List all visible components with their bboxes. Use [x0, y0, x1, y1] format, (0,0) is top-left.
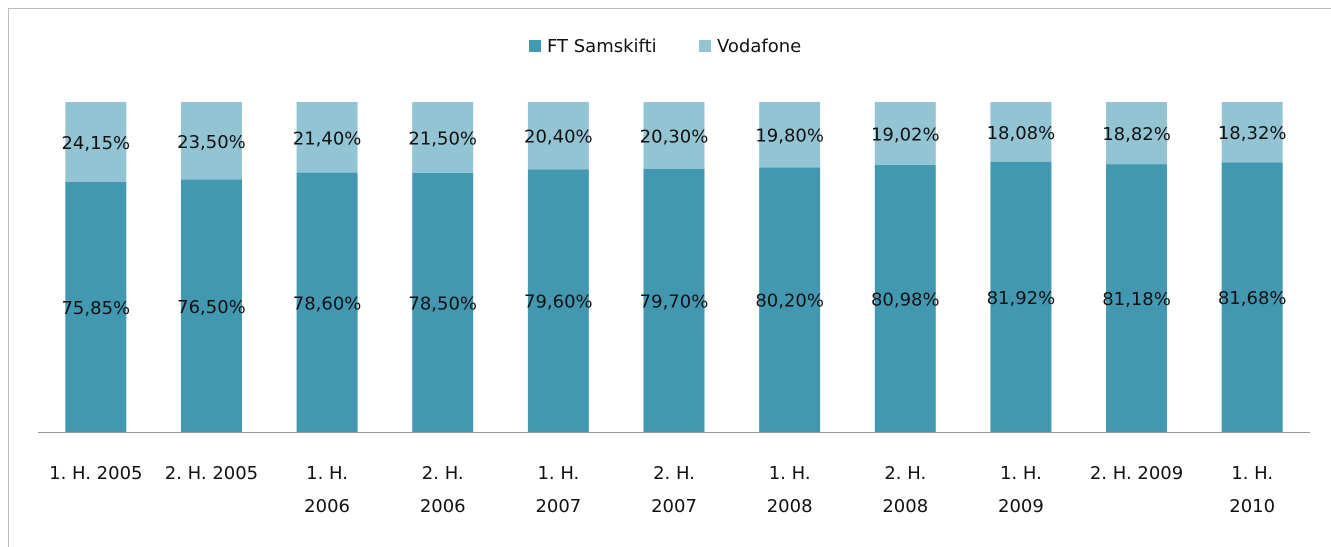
x-tick-label: 1. H. 2008	[767, 463, 813, 517]
bar-segment	[1221, 162, 1283, 432]
data-label: 24,15%	[61, 133, 130, 154]
data-label: 81,92%	[987, 288, 1056, 309]
chart-frame	[8, 8, 1331, 547]
bar-segment	[643, 168, 705, 433]
bar-segment	[527, 169, 589, 432]
data-label: 79,60%	[524, 292, 593, 313]
legend-label: FT Samskifti	[547, 36, 657, 57]
x-tick-label: 1. H. 2010	[1229, 463, 1275, 517]
data-label: 81,18%	[1102, 289, 1171, 310]
bar-segment	[65, 181, 127, 432]
x-tick-label: 1. H. 2006	[304, 463, 350, 517]
legend-label: Vodafone	[717, 36, 801, 57]
x-tick-label: 2. H. 2008	[882, 463, 928, 517]
bar-segment	[759, 167, 821, 432]
bar-segment	[1106, 102, 1168, 165]
x-tick-label: 2. H. 2009	[1090, 463, 1183, 484]
bar-segment	[412, 102, 474, 173]
x-tick-label: 1. H. 2009	[998, 463, 1044, 517]
bar-segment	[296, 102, 358, 173]
data-label: 19,02%	[871, 124, 940, 145]
bar-segment	[1221, 102, 1283, 163]
bar-segment	[65, 102, 127, 182]
data-label: 18,32%	[1218, 123, 1287, 144]
data-label: 75,85%	[61, 298, 130, 319]
data-label: 80,98%	[871, 289, 940, 310]
bar-segment	[990, 102, 1052, 162]
bar-segment	[527, 102, 589, 170]
x-tick-label: 2. H. 2006	[420, 463, 466, 517]
data-label: 78,60%	[293, 293, 362, 314]
data-label: 20,40%	[524, 127, 593, 148]
bar-segment	[874, 164, 936, 433]
data-label: 19,80%	[755, 126, 824, 147]
bar-segment	[296, 172, 358, 432]
bar-segment	[990, 161, 1052, 432]
data-label: 18,08%	[987, 123, 1056, 144]
data-label: 76,50%	[177, 297, 246, 318]
data-label: 79,70%	[640, 291, 709, 312]
legend-swatch	[529, 40, 541, 52]
x-tick-label: 2. H. 2007	[651, 463, 697, 517]
bar-segment	[874, 102, 936, 165]
data-label: 78,50%	[408, 293, 477, 314]
data-label: 21,40%	[293, 128, 362, 149]
data-label: 21,50%	[408, 128, 477, 149]
bar-segment	[759, 102, 821, 168]
data-label: 80,20%	[755, 291, 824, 312]
bar-segment	[180, 179, 242, 432]
bar-segment	[1106, 164, 1168, 432]
x-tick-label: 1. H. 2005	[49, 463, 142, 484]
data-label: 23,50%	[177, 132, 246, 153]
x-tick-label: 2. H. 2005	[165, 463, 258, 484]
data-label: 18,82%	[1102, 124, 1171, 145]
bar-segment	[643, 102, 705, 169]
legend-swatch	[699, 40, 711, 52]
data-label: 20,30%	[640, 126, 709, 147]
data-label: 81,68%	[1218, 288, 1287, 309]
bar-segment	[180, 102, 242, 180]
bar-segment	[412, 172, 474, 432]
x-tick-label: 1. H. 2007	[535, 463, 581, 517]
